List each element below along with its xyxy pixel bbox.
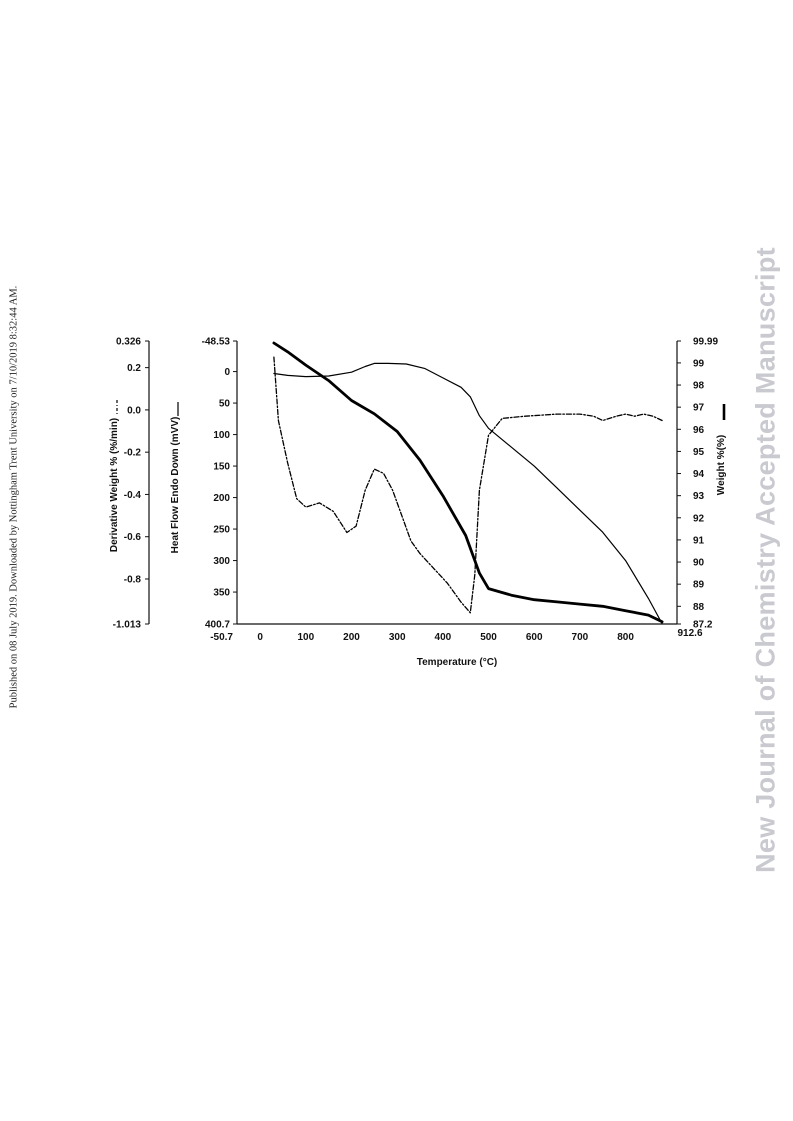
heat_flow-tick-label: 100 [213,430,230,441]
derivative-tick-label: -0.4 [124,490,142,501]
weight-tick-label: 88 [693,602,705,613]
weight-tick-label: 93 [693,491,705,502]
weight-tick-label: 98 [693,381,705,392]
derivative-tick-label: 0.0 [127,405,141,416]
weight-tick-label: 96 [693,425,705,436]
derivative-tick-label: 0.326 [116,337,141,348]
weight-tick-label: 99 [693,358,705,369]
heat_flow-tick-label: 150 [213,462,230,473]
weight-tick-label: 90 [693,558,705,569]
weight-tick-label: 99.99 [693,337,718,348]
derivative-tick-label: -0.8 [124,574,142,585]
weight-tick-label: 92 [693,513,705,524]
x-tick-label: 912.6 [677,628,702,639]
series-line-heat_flow [273,362,663,625]
x-tick-label: 200 [343,632,360,643]
heat_flow-tick-label: 50 [219,399,231,410]
derivative-tick-label: 0.2 [127,363,141,374]
axis-labels: Temperature (°C) Derivative Weight % (%/m… [109,400,727,668]
weight-axis-label: Weight %(%) [716,435,727,495]
derivative-tick-label: -0.2 [124,448,142,459]
x-tick-label: -50.7 [210,632,233,643]
x-tick-label: 0 [257,632,263,643]
heat_flow-tick-label: -48.53 [202,337,231,348]
tick-labels: -50.7 0 100 200 300 400 500 600 700 800 912.60.326… [113,337,719,644]
series-line-derivative [273,356,663,614]
weight-tick-label: 89 [693,580,705,591]
weight-tick-label: 95 [693,447,705,458]
derivative-axis-label: Derivative Weight % (%/min) [109,418,120,552]
chart-series [272,341,664,625]
heat_flow-tick-label: 400.7 [205,620,230,631]
weight-tick-label: 94 [693,469,705,480]
heat_flow-tick-label: 300 [213,556,230,567]
heat-flow-axis-label: Heat Flow Endo Down (mVV) [170,417,181,554]
weight-tick-label: 87.2 [693,620,713,631]
heat_flow-tick-label: 0 [224,367,230,378]
series-line-weight [272,341,664,624]
weight-tick-label: 97 [693,403,705,414]
x-tick-label: 700 [572,632,589,643]
heat_flow-tick-label: 250 [213,525,230,536]
x-tick-label: 800 [617,632,634,643]
derivative-tick-label: -1.013 [113,620,142,631]
x-tick-label: 300 [389,632,406,643]
x-tick-label: 100 [297,632,314,643]
heat_flow-tick-label: 350 [213,588,230,599]
heat_flow-tick-label: 200 [213,493,230,504]
x-axis-label: Temperature (°C) [417,657,498,668]
x-tick-label: 600 [526,632,543,643]
weight-tick-label: 91 [693,535,705,546]
x-tick-label: 500 [480,632,497,643]
x-tick-label: 400 [435,632,452,643]
chart-frame [145,340,681,625]
derivative-tick-label: -0.6 [124,532,142,543]
